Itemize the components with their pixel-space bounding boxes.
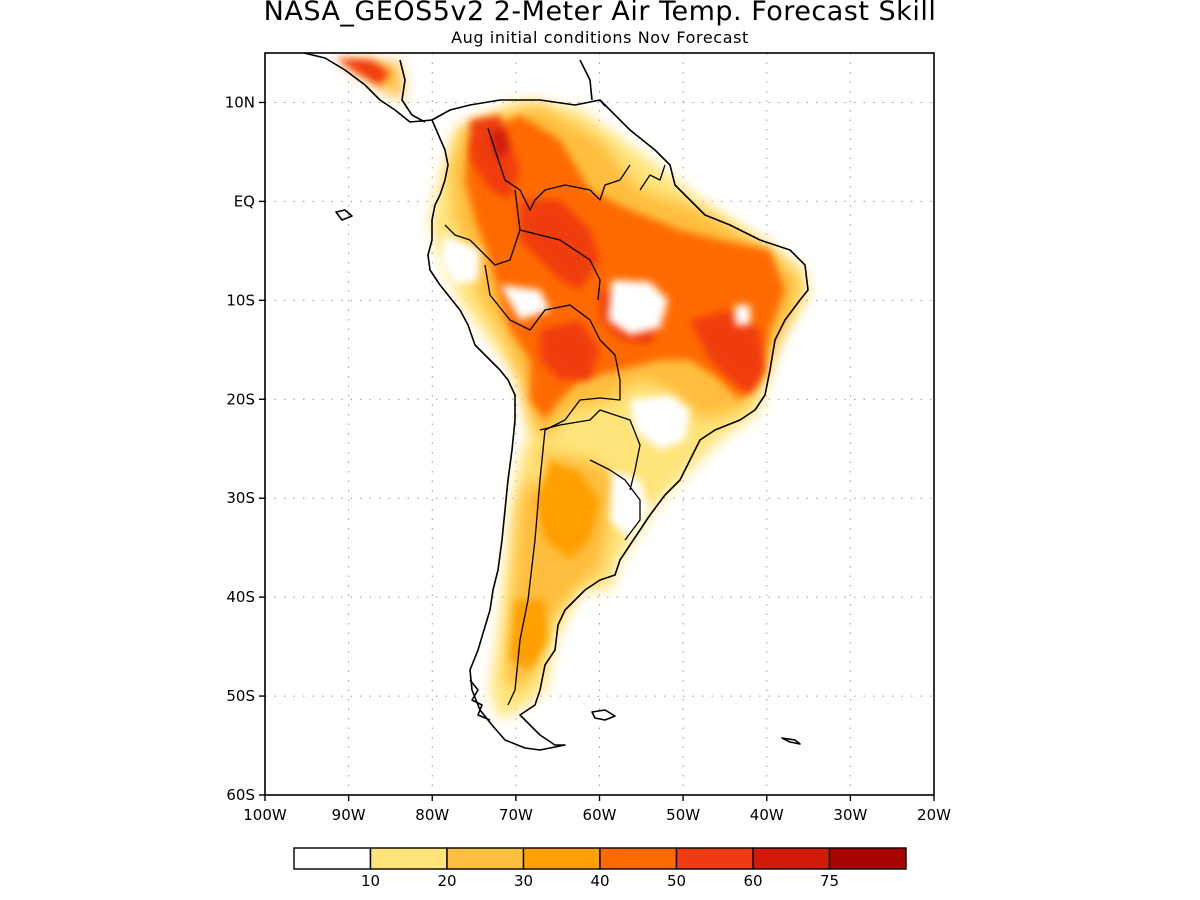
colorbar-swatch — [446, 847, 525, 870]
lon-tick-label: 40W — [750, 806, 784, 824]
lon-tick-label: 70W — [499, 806, 533, 824]
skill-layer-max — [470, 115, 765, 395]
lon-tick-label: 90W — [332, 806, 366, 824]
south-georgia — [781, 737, 801, 745]
skill-layer-none — [440, 235, 750, 540]
colorbar: 10 20 30 40 50 60 75 — [293, 847, 907, 890]
lon-tick-label: 50W — [666, 806, 700, 824]
country-borders — [444, 127, 666, 706]
galapagos — [335, 209, 353, 221]
lat-tick-label: 30S — [226, 489, 255, 507]
chile-fjords — [469, 679, 491, 721]
skill-shading — [336, 58, 808, 720]
colorbar-swatch — [369, 847, 448, 870]
lat-tick-label: 10S — [226, 291, 255, 309]
colorbar-label: 20 — [437, 872, 456, 890]
lat-tick-label: 20S — [226, 390, 255, 408]
colorbar-label: 75 — [820, 872, 839, 890]
lat-tick-label: EQ — [234, 192, 255, 210]
colorbar-label: 30 — [514, 872, 533, 890]
latitude-labels: 10N EQ 10S 20S 30S 40S 50S 60S — [225, 93, 255, 804]
axis-ticks — [259, 101, 935, 801]
lon-tick-label: 80W — [415, 806, 449, 824]
map-title: NASA_GEOS5v2 2-Meter Air Temp. Forecast … — [263, 0, 937, 27]
colorbar-swatch — [752, 847, 831, 870]
lat-tick-label: 60S — [226, 786, 255, 804]
lon-tick-label: 20W — [917, 806, 951, 824]
lat-tick-label: 40S — [226, 588, 255, 606]
south-america-coast — [427, 99, 809, 751]
caribbean-islands — [579, 59, 606, 107]
central-america-coast — [300, 53, 433, 123]
lon-tick-label: 100W — [243, 806, 287, 824]
coastlines — [300, 53, 809, 751]
colorbar-label: 60 — [743, 872, 762, 890]
colorbar-swatch — [675, 847, 754, 870]
lat-tick-label: 50S — [226, 687, 255, 705]
lon-tick-label: 30W — [833, 806, 867, 824]
colorbar-label: 40 — [590, 872, 609, 890]
colorbar-swatch — [522, 847, 601, 870]
colorbar-label: 50 — [667, 872, 686, 890]
lon-tick-label: 60W — [583, 806, 617, 824]
map-subtitle: Aug initial conditions Nov Forecast — [451, 28, 749, 47]
colorbar-label: 10 — [361, 872, 380, 890]
longitude-labels: 100W 90W 80W 70W 60W 50W 40W 30W 20W — [243, 806, 951, 824]
falklands — [591, 709, 616, 721]
colorbar-swatch — [828, 847, 907, 870]
colorbar-swatch — [293, 847, 372, 870]
lat-tick-label: 10N — [225, 93, 255, 111]
colorbar-swatch — [599, 847, 678, 870]
